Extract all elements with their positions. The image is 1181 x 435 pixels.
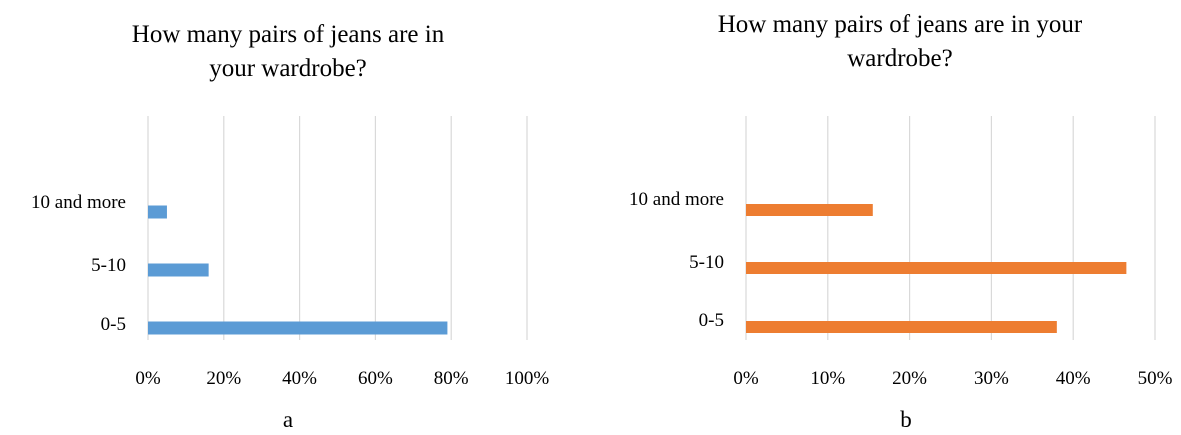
chart-b-tick-label: 50% [1138,368,1173,389]
chart-a-tick-label: 100% [505,368,550,389]
chart-a-tick-label: 80% [434,368,469,389]
chart-a-category-label: 0-5 [101,314,126,335]
chart-b-tick-label: 20% [892,368,927,389]
chart-a-tick-label: 20% [206,368,241,389]
chart-b-category-label: 5-10 [689,252,724,273]
chart-b-title-line-2: wardrobe? [847,45,953,72]
chart-b: How many pairs of jeans are in your ward… [629,11,1173,432]
chart-a-tick-label: 0% [135,368,161,389]
chart-a: How many pairs of jeans are in your ward… [31,21,549,432]
chart-a-category-label: 10 and more [31,192,126,213]
chart-a-bar [148,263,209,277]
chart-a-bar [148,205,167,219]
chart-b-tick-label: 40% [1056,368,1091,389]
chart-a-category-label: 5-10 [91,255,126,276]
chart-b-bar [746,262,1127,274]
chart-b-category-label: 10 and more [629,189,724,210]
chart-b-title-line-1: How many pairs of jeans are in your [718,11,1083,38]
chart-b-tick-label: 30% [974,368,1009,389]
chart-a-sublabel: a [283,407,293,432]
chart-b-category-label: 0-5 [699,310,724,331]
chart-a-tick-label: 40% [282,368,317,389]
chart-a-title-line-1: How many pairs of jeans are in [132,21,445,48]
chart-a-bar [148,321,448,335]
chart-b-sublabel: b [900,407,912,432]
chart-b-bar [746,204,873,216]
chart-b-tick-label: 0% [733,368,759,389]
chart-a-tick-label: 60% [358,368,393,389]
chart-b-bar [746,321,1057,333]
chart-a-title-line-2: your wardrobe? [209,55,367,82]
chart-b-tick-label: 10% [810,368,845,389]
